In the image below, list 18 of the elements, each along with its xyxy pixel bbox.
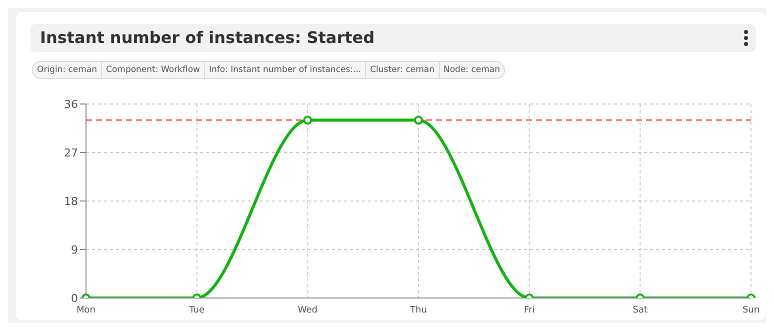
x-tick-label: Mon: [76, 305, 96, 316]
y-tick-label: 27: [64, 146, 78, 160]
x-tick-label: Tue: [188, 305, 205, 316]
text: Info: Instant number of instances:...: [204, 62, 366, 78]
x-tick-label: Wed: [298, 305, 318, 316]
x-tick-label: Sun: [742, 305, 760, 316]
text: Origin: ceman: [36, 64, 98, 77]
text: Node: ceman: [438, 62, 504, 78]
y-tick-label: 36: [64, 98, 78, 111]
text: Component: Workflow: [101, 62, 204, 78]
y-tick-label: 18: [64, 194, 78, 208]
x-tick-label: Fri: [524, 305, 535, 316]
y-tick-label: 0: [71, 292, 78, 305]
y-tick-label: 9: [71, 243, 78, 256]
x-tick-label: Sat: [632, 305, 648, 316]
text: Cluster: ceman: [365, 62, 438, 78]
x-tick-label: Thu: [409, 305, 427, 316]
chart-title: Instant number of instances: Started: [40, 28, 375, 47]
